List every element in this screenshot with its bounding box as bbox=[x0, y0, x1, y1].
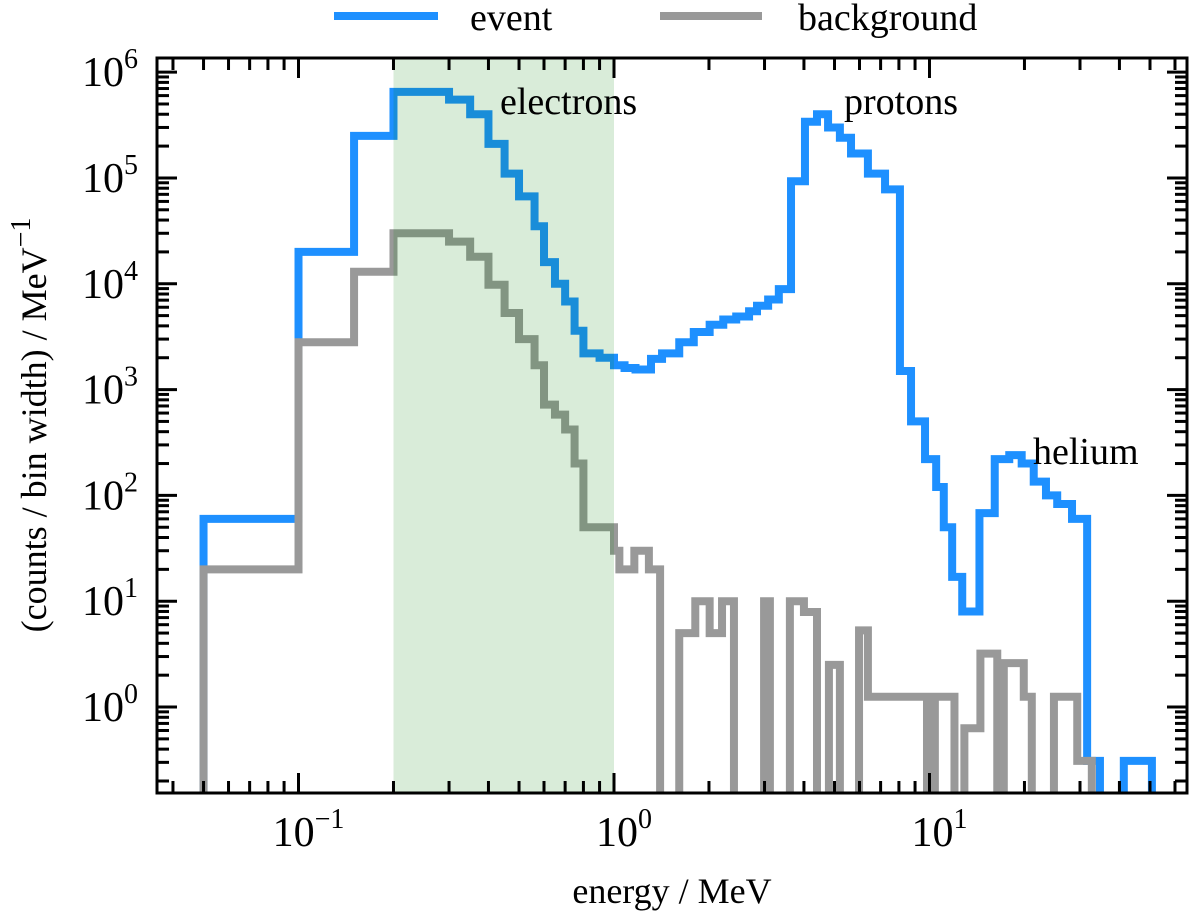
x-tick-label-base: 10 bbox=[596, 810, 638, 856]
y-tick-label-base: 10 bbox=[82, 473, 124, 519]
x-tick-label: 100 bbox=[596, 804, 652, 856]
y-tick-label: 101 bbox=[82, 573, 138, 625]
y-tick-label: 106 bbox=[82, 44, 138, 96]
annotation-electrons: electrons bbox=[500, 81, 637, 123]
legend-label-event: event bbox=[470, 0, 553, 39]
x-tick-label: 10−1 bbox=[273, 804, 345, 856]
y-tick-label-exponent: 0 bbox=[124, 679, 138, 710]
y-tick-label: 104 bbox=[82, 256, 138, 308]
y-tick-label: 102 bbox=[82, 467, 138, 519]
x-axis-label: energy / MeV bbox=[572, 871, 771, 911]
x-tick-label-base: 10 bbox=[273, 810, 315, 856]
legend-label-background: background bbox=[798, 0, 977, 39]
x-tick-label-exponent: 0 bbox=[638, 804, 652, 835]
y-tick-label-base: 10 bbox=[82, 262, 124, 308]
legend: event background bbox=[334, 0, 977, 39]
y-tick-label-exponent: 3 bbox=[124, 362, 138, 393]
y-tick-label-exponent: 2 bbox=[124, 467, 138, 498]
y-tick-label-base: 10 bbox=[82, 368, 124, 414]
shaded-region-layer bbox=[393, 58, 614, 793]
y-tick-label-exponent: 4 bbox=[124, 256, 138, 287]
y-tick-label-exponent: 5 bbox=[124, 150, 138, 181]
series-event-line bbox=[199, 87, 1156, 793]
series-background-line bbox=[199, 229, 1096, 793]
y-tick-label: 100 bbox=[82, 679, 138, 731]
y-tick-label-exponent: 6 bbox=[124, 44, 138, 75]
y-axis-label-exponent: −1 bbox=[6, 218, 37, 248]
annotation-helium: helium bbox=[1033, 431, 1139, 473]
annotation-layer: electrons protons helium bbox=[500, 81, 1139, 473]
shaded-region bbox=[393, 58, 614, 793]
x-tick-label: 101 bbox=[911, 804, 967, 856]
y-tick-label-base: 10 bbox=[82, 579, 124, 625]
y-axis-label: (counts / bin width) / MeV−1 bbox=[6, 218, 54, 633]
y-tick-label: 105 bbox=[82, 150, 138, 202]
y-tick-label: 103 bbox=[82, 362, 138, 414]
series-layer bbox=[199, 87, 1156, 793]
y-axis-label-text: (counts / bin width) / MeV bbox=[14, 247, 54, 632]
y-tick-label-base: 10 bbox=[82, 156, 124, 202]
y-tick-label-exponent: 1 bbox=[124, 573, 138, 604]
y-tick-label-base: 10 bbox=[82, 685, 124, 731]
x-tick-label-exponent: −1 bbox=[315, 804, 345, 835]
x-tick-label-base: 10 bbox=[911, 810, 953, 856]
x-tick-label-exponent: 1 bbox=[953, 804, 967, 835]
plot-frame bbox=[155, 56, 1189, 795]
y-tick-label-base: 10 bbox=[82, 50, 124, 96]
annotation-protons: protons bbox=[844, 81, 958, 123]
